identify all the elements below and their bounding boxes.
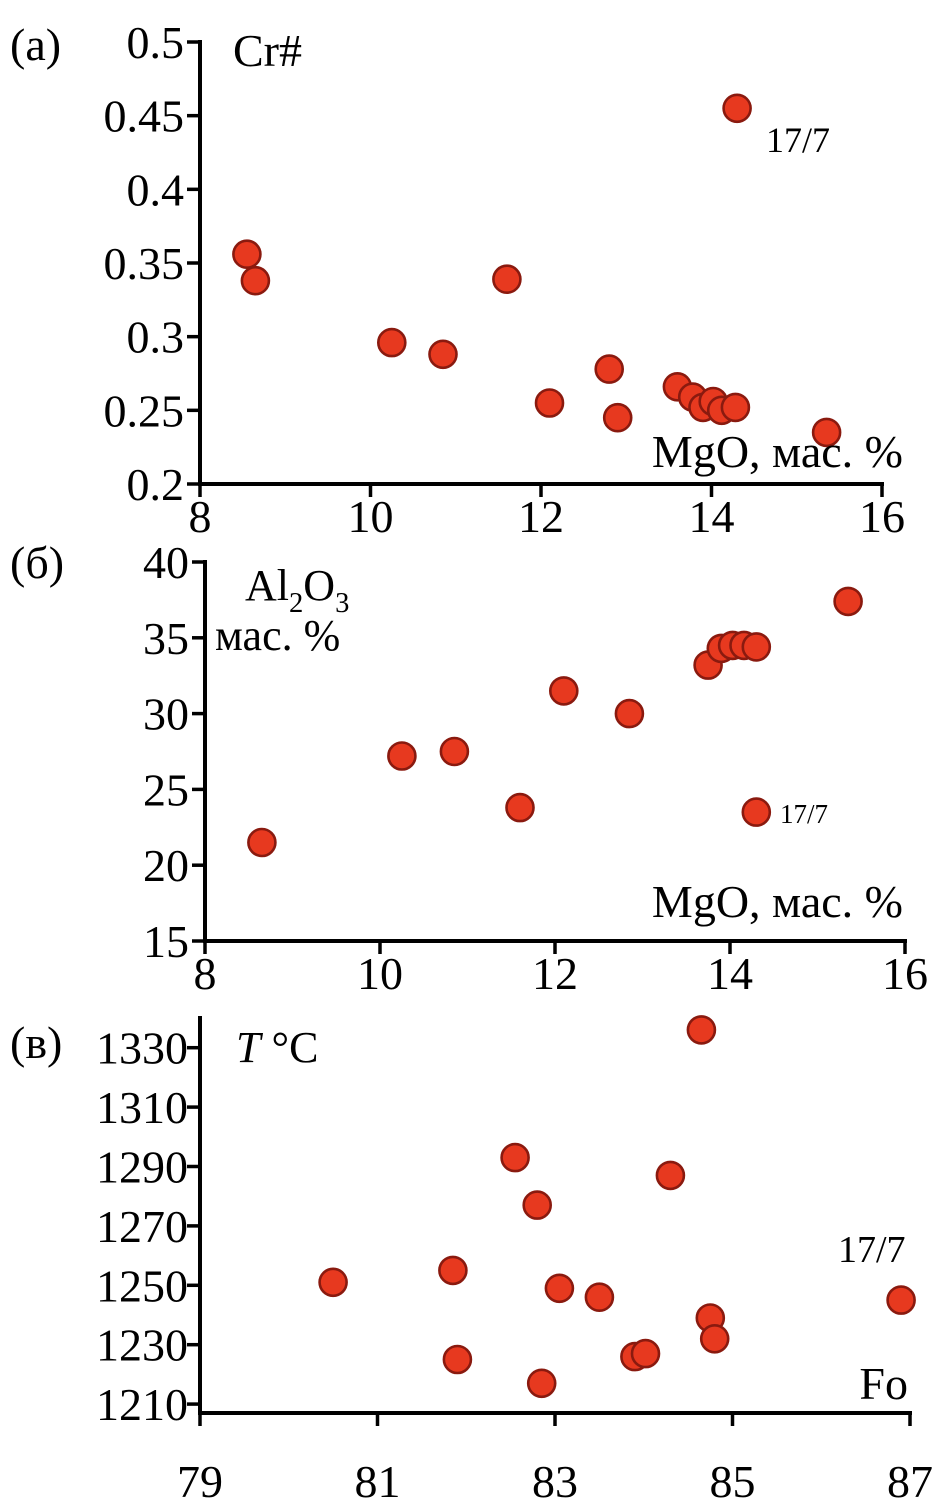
data-point	[247, 827, 277, 858]
x-tick-label: 83	[532, 1456, 578, 1506]
x-tick-label: 16	[859, 491, 905, 542]
x-tick-label: 10	[348, 491, 394, 542]
data-point	[594, 354, 625, 384]
y-tick-label: 20	[143, 840, 189, 891]
annotated-data-point	[886, 1285, 916, 1315]
data-point	[655, 1160, 686, 1191]
data-point	[439, 736, 470, 767]
panel-a: 8 10 12 14 16 0.5 0.45 0.4 0.35 0.3 0.25 0.2 17/7 (а)…	[10, 17, 905, 542]
data-point	[442, 1344, 473, 1375]
data-point	[602, 402, 633, 433]
y-tick-label: 1290	[96, 1141, 188, 1192]
x-tick-label: 14	[707, 948, 753, 999]
y-axis-title: Cr#	[233, 25, 302, 76]
data-point	[240, 265, 271, 296]
data-point	[584, 1282, 615, 1312]
data-point	[428, 339, 458, 370]
y-tick-label: 35	[143, 613, 189, 664]
y-tick-label: 1310	[96, 1082, 188, 1133]
data-point	[505, 792, 535, 823]
data-point	[720, 392, 751, 423]
x-tick-label: 79	[177, 1456, 223, 1506]
x-tick-label: 12	[532, 948, 578, 999]
axis-line	[198, 40, 884, 486]
data-point	[438, 1255, 468, 1286]
point-annotation: 17/7	[838, 1229, 906, 1271]
y-tick-label: 1270	[96, 1201, 188, 1252]
data-point	[741, 632, 772, 662]
data-point	[232, 239, 262, 269]
data-point	[630, 1338, 661, 1369]
y-tick-label: 0.45	[104, 91, 185, 142]
y-axis-title: T °C	[236, 1023, 318, 1072]
annotated-data-point	[741, 797, 772, 827]
data-point	[534, 388, 565, 418]
x-tick-label: 16	[882, 948, 928, 999]
data-point	[500, 1142, 530, 1173]
y-tick-label: 0.35	[104, 238, 185, 289]
x-tick-label: 81	[355, 1456, 401, 1506]
data-point	[492, 264, 522, 295]
y-tick-label: 25	[143, 764, 189, 815]
data-point	[833, 586, 863, 617]
x-axis-title: MgO, мас. %	[652, 426, 903, 477]
x-tick-label: 87	[887, 1456, 933, 1506]
y-tick-label: 30	[143, 689, 189, 740]
x-axis-title: Fo	[859, 1358, 908, 1409]
y-tick-label: 1210	[96, 1379, 188, 1430]
y-tick-label: 1230	[96, 1320, 188, 1371]
point-annotation: 17/7	[766, 120, 830, 160]
panel-label: (в)	[10, 1017, 62, 1068]
data-point	[614, 698, 645, 729]
point-annotation: 17/7	[780, 799, 828, 829]
data-point	[811, 417, 842, 448]
data-point	[522, 1190, 553, 1220]
x-axis-title: MgO, мас. %	[652, 876, 903, 927]
data-point	[548, 676, 579, 706]
data-point	[544, 1273, 575, 1304]
x-tick-label: 12	[518, 491, 564, 542]
axis-line	[198, 1016, 912, 1415]
y-tick-label: 15	[143, 916, 189, 967]
data-point	[376, 327, 407, 358]
data-point	[686, 1015, 717, 1045]
x-tick-label: 14	[689, 491, 735, 542]
annotated-data-point	[722, 93, 752, 124]
x-tick-label: 8	[194, 948, 217, 999]
data-point	[699, 1324, 730, 1354]
y-tick-label: 0.25	[104, 385, 185, 436]
y-tick-label: 1330	[96, 1023, 188, 1074]
x-tick-label: 85	[710, 1456, 756, 1506]
y-tick-label: 0.4	[127, 164, 185, 215]
y-axis-title: мас. %	[215, 611, 340, 660]
x-tick-label: 8	[189, 491, 212, 542]
y-tick-label: 0.3	[127, 312, 185, 363]
y-tick-label: 1250	[96, 1260, 188, 1311]
y-tick-label: 0.2	[127, 459, 185, 510]
panel-v: 79 81 83 85 87 1330 1310 1290 1270 1250 1230 1210 17…	[10, 1015, 933, 1506]
data-point	[318, 1267, 348, 1298]
data-point	[387, 741, 417, 771]
y-tick-label: 0.5	[127, 17, 185, 68]
y-axis-title: Al2O3	[245, 561, 349, 619]
panel-label: (б)	[10, 537, 64, 588]
panel-label: (а)	[10, 19, 61, 70]
x-tick-label: 10	[357, 948, 403, 999]
y-tick-label: 40	[143, 537, 189, 588]
data-point	[526, 1368, 557, 1399]
